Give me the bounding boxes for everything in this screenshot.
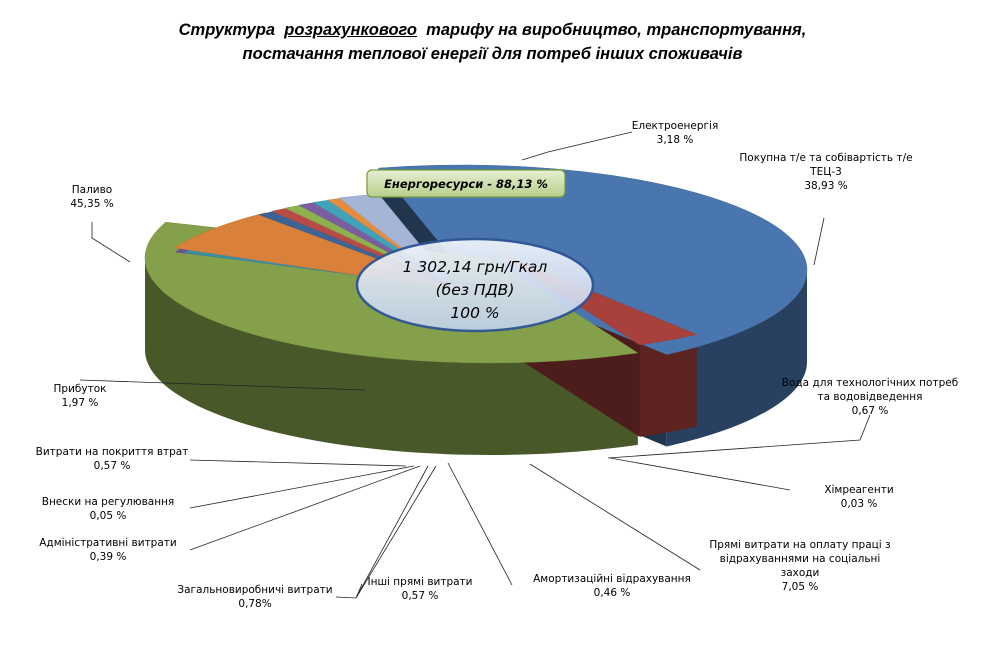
- slice-label-name: Інші прямі витрати: [367, 576, 472, 588]
- slice-label-value: 0,05 %: [90, 510, 127, 522]
- leader-line: [91, 222, 131, 263]
- slice-label-value: 45,35 %: [70, 198, 113, 210]
- leader-line: [609, 457, 791, 491]
- center-total: 1 302,14 грн/Гкал: [403, 258, 548, 276]
- chart-title: Структура розрахункового тарифу на вироб…: [0, 18, 985, 66]
- slice-label-name: Витрати на покриття втрат: [36, 446, 189, 458]
- slice-label-value: 0,78%: [238, 598, 271, 610]
- leader-line: [447, 462, 513, 586]
- leader-line: [335, 465, 429, 599]
- leader-line: [607, 414, 871, 459]
- slice-label-name: Амортизаційні відрахування: [533, 573, 691, 585]
- title-line-2: постачання теплової енергії для потреб і…: [242, 45, 743, 63]
- leader-line: [813, 217, 825, 266]
- slice-label-name: ТЕЦ-3: [809, 166, 842, 178]
- slice-label-name: Загальновиробничі витрати: [177, 584, 332, 596]
- slice-label-value: 0,57 %: [402, 590, 439, 602]
- slice-label: Електроенергія 3,18 %: [632, 120, 719, 146]
- slice-label: Паливо 45,35 %: [70, 184, 113, 210]
- center-percent: 100 %: [450, 304, 499, 322]
- slice-label: Амортизаційні відрахування 0,46 %: [533, 573, 691, 599]
- slice-label-name: Прибуток: [54, 383, 107, 395]
- slice-label-value: 3,18 %: [657, 134, 694, 146]
- leader-line: [79, 379, 366, 391]
- title-part-1: Структура: [178, 21, 276, 39]
- pie-slice: [378, 164, 808, 355]
- slice-label-name: Хімреагенти: [824, 484, 893, 496]
- slice-label-name: Електроенергія: [632, 120, 719, 132]
- slice-label-name: Паливо: [72, 184, 112, 196]
- slice-label-name: Внески на регулювання: [42, 496, 175, 508]
- leader-line: [521, 131, 633, 161]
- energy-callout: Енергоресурси - 88,13 %: [366, 169, 566, 198]
- title-line-1: Структура розрахункового тарифу на вироб…: [0, 18, 985, 42]
- slice-label-value: 0,39 %: [90, 551, 127, 563]
- slice-label: Прямі витрати на оплату праці з відрахува…: [709, 539, 890, 593]
- title-part-2: тарифу на виробництво, транспортування,: [426, 21, 807, 39]
- title-underlined: розрахункового: [284, 21, 417, 39]
- leader-line: [529, 463, 701, 571]
- slice-label-name: та водовідведення: [818, 391, 923, 403]
- slice-label-value: 38,93 %: [804, 180, 847, 192]
- slice-label: Прибуток 1,97 %: [54, 383, 107, 409]
- center-vat-note: (без ПДВ): [436, 281, 515, 299]
- center-callout: 1 302,14 грн/Гкал (без ПДВ) 100 %: [355, 237, 595, 333]
- slice-label-name: заходи: [781, 567, 820, 579]
- slice-labels: Паливо 45,35 % Електроенергія 3,18 % Покупна…: [36, 120, 959, 610]
- slice-label: Хімреагенти 0,03 %: [824, 484, 893, 510]
- slice-label-name: відрахуваннями на соціальні: [720, 553, 881, 565]
- slice-label: Адміністративні витрати 0,39 %: [39, 537, 176, 563]
- leader-line: [189, 465, 415, 509]
- slice-label-value: 0,57 %: [94, 460, 131, 472]
- slice-label-value: 0,03 %: [841, 498, 878, 510]
- energy-callout-text: Енергоресурси - 88,13 %: [384, 177, 548, 191]
- slice-label: Інші прямі витрати 0,57 %: [367, 576, 472, 602]
- slice-label-name: Прямі витрати на оплату праці з: [709, 539, 890, 551]
- slice-label: Вода для технологічних потреб та водовідв…: [782, 377, 958, 417]
- slice-label-name: Адміністративні витрати: [39, 537, 176, 549]
- slice-label-name: Вода для технологічних потреб: [782, 377, 958, 389]
- leader-line: [189, 459, 407, 467]
- slice-label: Загальновиробничі витрати 0,78%: [177, 584, 332, 610]
- slice-label-value: 0,46 %: [594, 587, 631, 599]
- slice-label: Витрати на покриття втрат 0,57 %: [36, 446, 189, 472]
- slice-label-value: 7,05 %: [782, 581, 819, 593]
- slice-label-value: 0,67 %: [852, 405, 889, 417]
- slice-label-name: Покупна т/е та собівартість т/е: [739, 152, 912, 164]
- leader-lines: [79, 131, 871, 599]
- slice-label: Внески на регулювання 0,05 %: [42, 496, 175, 522]
- leader-line: [189, 465, 421, 551]
- slice-label-value: 1,97 %: [62, 397, 99, 409]
- slice-label: Покупна т/е та собівартість т/е ТЕЦ-3 38,9…: [739, 152, 912, 192]
